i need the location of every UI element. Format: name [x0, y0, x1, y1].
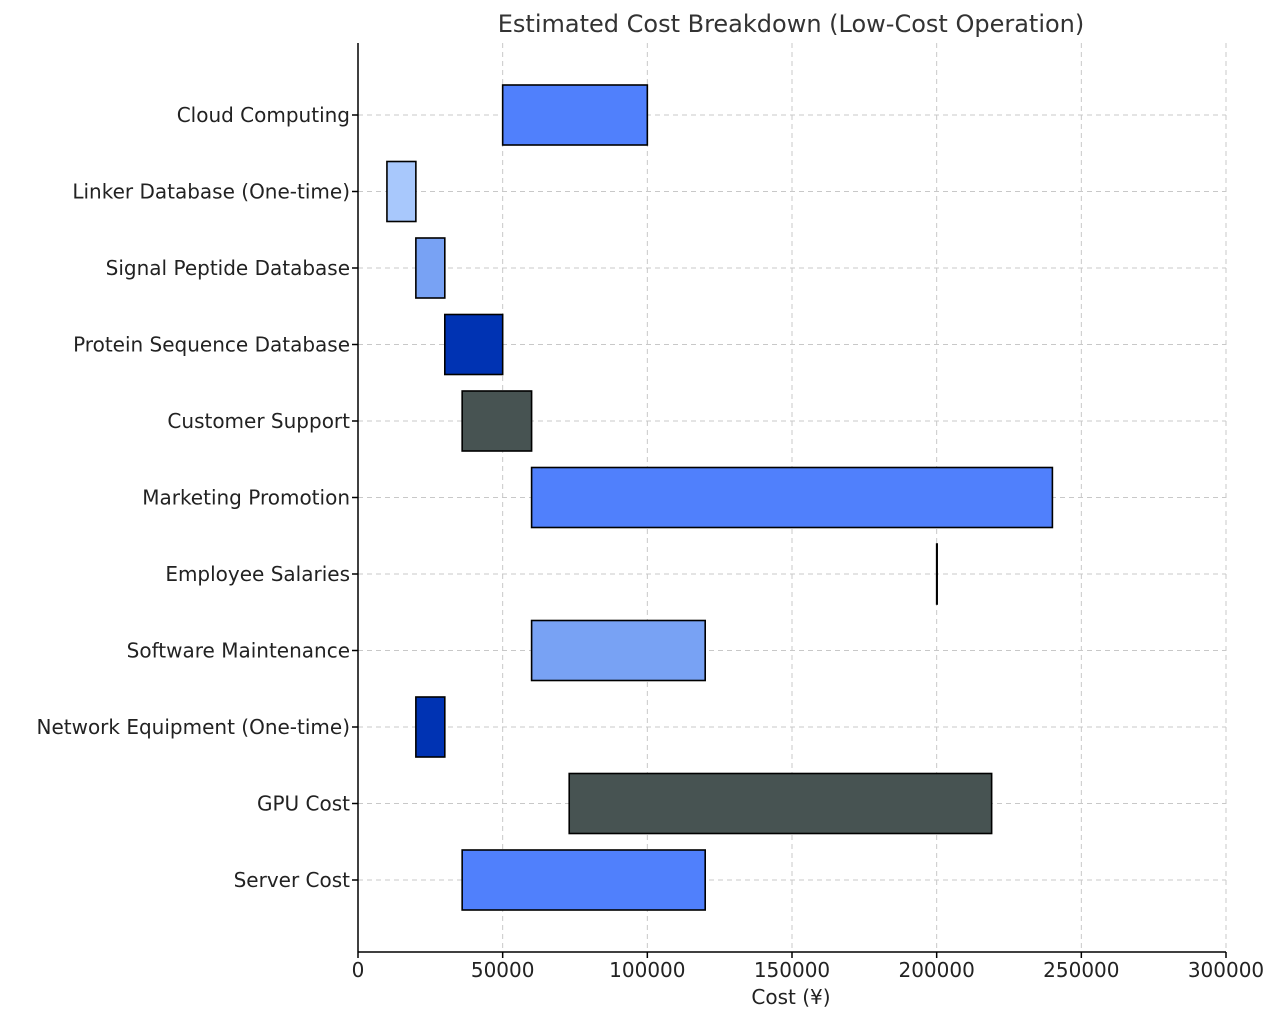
x-tick-label: 100000 [609, 958, 685, 982]
category-label: Software Maintenance [127, 639, 350, 663]
bar-network-equipment-one-time [415, 696, 446, 758]
x-tick-labels: 0 50000 100000 150000 200000 250000 300000 [352, 952, 1264, 982]
chart-title: Estimated Cost Breakdown (Low-Cost Opera… [498, 10, 1085, 38]
category-label: Signal Peptide Database [106, 256, 350, 280]
category-labels: Server Cost GPU Cost Network Equipment (On… [36, 103, 358, 892]
category-label: Cloud Computing [177, 103, 350, 127]
x-tick-label: 300000 [1188, 958, 1264, 982]
x-tick-label: 50000 [471, 958, 535, 982]
category-label: Network Equipment (One-time) [36, 715, 350, 739]
x-tick-label: 0 [352, 958, 365, 982]
bar-customer-support [461, 390, 533, 452]
x-tick-label: 250000 [1043, 958, 1119, 982]
category-label: Protein Sequence Database [73, 333, 350, 357]
x-tick-label: 150000 [754, 958, 830, 982]
bar-linker-database-one-time [386, 160, 417, 223]
bar-cloud-computing [501, 84, 649, 146]
bar-marketing-promotion [530, 466, 1054, 529]
bar-software-maintenance [530, 619, 706, 682]
bar-employee-salaries [935, 543, 938, 605]
category-label: Marketing Promotion [142, 486, 350, 510]
x-axis-label: Cost (¥) [751, 985, 830, 1009]
category-label: Customer Support [167, 409, 350, 433]
x-tick-label: 200000 [898, 958, 974, 982]
bar-server-cost [461, 849, 706, 911]
category-label: Linker Database (One-time) [72, 180, 350, 204]
category-label: Employee Salaries [165, 562, 350, 586]
bar-gpu-cost [568, 772, 993, 835]
bar-signal-peptide-database [415, 237, 446, 299]
bar-protein-sequence-database [443, 313, 504, 376]
category-label: GPU Cost [257, 792, 350, 816]
bars [386, 84, 1054, 911]
category-label: Server Cost [234, 868, 351, 892]
